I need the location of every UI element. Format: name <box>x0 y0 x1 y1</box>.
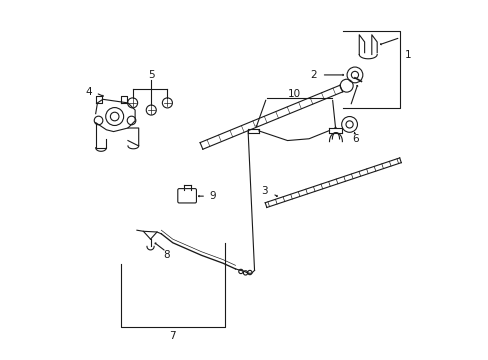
Text: 8: 8 <box>163 250 169 260</box>
Text: 9: 9 <box>209 191 216 201</box>
Text: 3: 3 <box>261 186 267 196</box>
Text: 10: 10 <box>287 89 301 99</box>
Text: 2: 2 <box>309 70 316 80</box>
Text: 5: 5 <box>148 70 154 80</box>
Text: 7: 7 <box>169 331 176 341</box>
Text: 6: 6 <box>352 134 358 144</box>
Text: 4: 4 <box>85 87 92 97</box>
Text: 1: 1 <box>405 50 411 60</box>
